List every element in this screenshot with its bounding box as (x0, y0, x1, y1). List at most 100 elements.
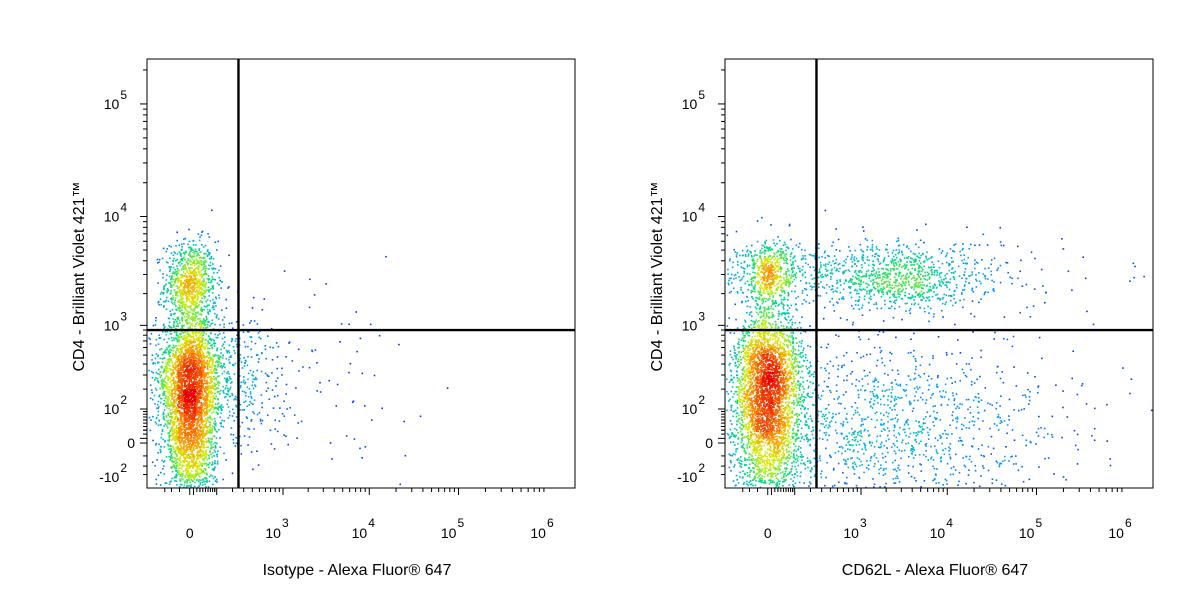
event-dot (209, 396, 212, 399)
event-dot (195, 401, 198, 403)
event-dot (259, 337, 262, 340)
event-dot (208, 386, 210, 389)
event-dot (209, 369, 212, 371)
event-dot (169, 310, 172, 312)
event-dot (199, 397, 201, 399)
event-dot (182, 369, 185, 371)
event-dot (191, 332, 194, 334)
event-dot (188, 415, 190, 418)
event-dot (211, 391, 214, 394)
event-dot (187, 416, 190, 419)
event-dot (283, 270, 286, 272)
event-dot (165, 416, 168, 418)
event-dot (205, 273, 208, 276)
event-dot (177, 272, 179, 275)
event-dot (195, 279, 197, 282)
event-dot (298, 370, 300, 372)
event-dot (192, 244, 195, 246)
event-dot (201, 481, 203, 484)
event-dot (239, 435, 241, 438)
event-dot (197, 472, 200, 475)
event-dot (172, 354, 175, 357)
event-dot (206, 481, 208, 483)
event-dot (195, 438, 197, 441)
event-dot (186, 403, 188, 406)
event-dot (233, 349, 235, 352)
event-dot (264, 372, 267, 375)
event-dot (182, 443, 184, 445)
event-dot (205, 478, 207, 480)
event-dot (210, 257, 212, 260)
event-dot (203, 402, 205, 404)
event-dot (176, 231, 178, 234)
event-dot (180, 403, 182, 406)
event-dot (192, 384, 195, 386)
event-dot (200, 269, 203, 271)
event-dot (164, 377, 166, 380)
event-dot (193, 432, 196, 435)
event-dot (155, 344, 157, 347)
event-dot (199, 317, 201, 320)
event-dot (205, 392, 208, 395)
event-dot (195, 459, 198, 461)
event-dot (185, 305, 188, 307)
event-dot (179, 354, 181, 356)
event-dot (179, 252, 182, 254)
event-dot (200, 409, 203, 411)
event-dot (252, 374, 254, 377)
event-dot (169, 282, 172, 284)
event-dot (189, 290, 192, 293)
event-dot (203, 434, 205, 437)
event-dot (168, 456, 170, 458)
event-dot (197, 480, 200, 483)
event-dot (197, 367, 200, 369)
event-dot (161, 386, 163, 388)
event-dot (200, 336, 202, 339)
event-dot (192, 462, 195, 465)
event-dot (180, 414, 183, 417)
event-dot (173, 301, 176, 304)
event-dot (167, 370, 169, 373)
event-dot (175, 476, 177, 479)
event-dot (171, 453, 174, 455)
event-dot (210, 256, 213, 259)
event-dot (192, 456, 195, 459)
event-dot (193, 341, 195, 344)
event-dot (196, 280, 198, 283)
event-dot (184, 359, 187, 362)
event-dot (184, 441, 187, 444)
event-dot (191, 300, 193, 303)
event-dot (162, 468, 164, 470)
event-dot (195, 267, 198, 269)
event-dot (190, 387, 193, 390)
event-dot (193, 361, 195, 364)
event-dot (186, 432, 189, 435)
event-dot (182, 396, 184, 398)
event-dot (261, 419, 264, 422)
event-dot (206, 397, 208, 399)
event-dot (178, 362, 181, 364)
event-dot (183, 481, 186, 484)
event-dot (174, 362, 176, 364)
event-dot (202, 261, 205, 263)
event-dot (185, 320, 187, 322)
event-dot (194, 278, 197, 280)
event-dot (169, 369, 172, 372)
event-dot (178, 244, 181, 246)
event-dot (169, 368, 171, 370)
event-dot (195, 330, 197, 333)
event-dot (193, 435, 196, 437)
event-dot (208, 236, 211, 238)
event-dot (243, 409, 245, 411)
event-dot (189, 304, 192, 307)
event-dot (174, 480, 176, 482)
event-dot (196, 299, 198, 301)
event-dot (173, 421, 175, 423)
event-dot (188, 252, 191, 255)
event-dot (222, 389, 225, 392)
event-dot (202, 246, 205, 248)
event-dot (169, 434, 171, 437)
event-dot (270, 443, 273, 445)
event-dot (204, 372, 206, 374)
event-dot (196, 279, 198, 282)
